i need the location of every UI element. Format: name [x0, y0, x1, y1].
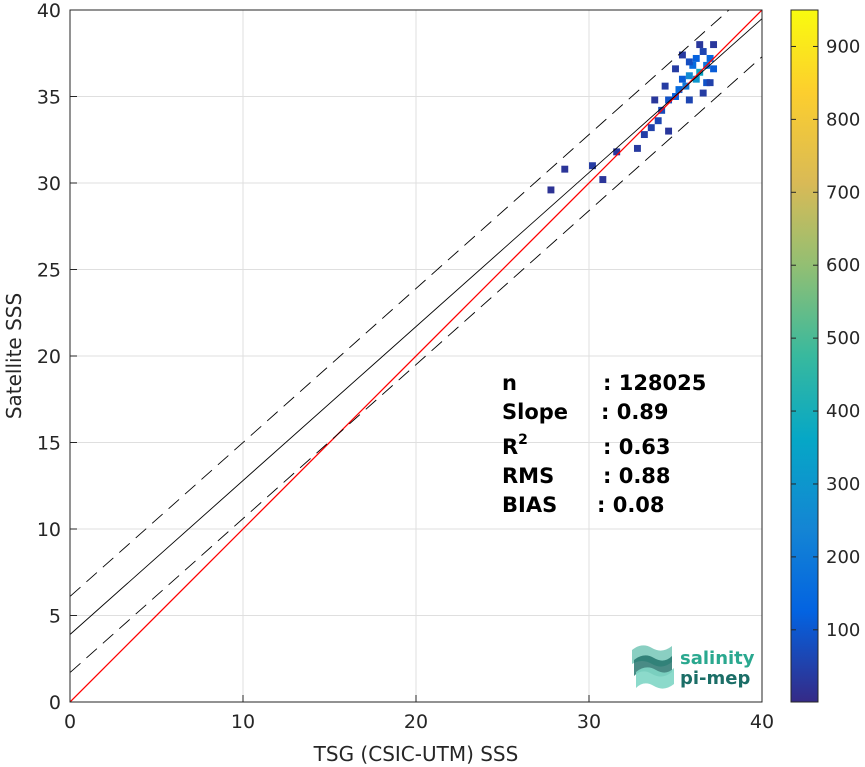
x-axis-ticks: 0 10 20 30 40 [64, 695, 774, 733]
line-identity [70, 10, 762, 702]
colorbar-tick-label: 700 [826, 182, 860, 203]
density-cell [665, 127, 673, 135]
x-axis-title: TSG (CSIC-UTM) SSS [313, 742, 519, 766]
colorbar-tick-label: 900 [826, 36, 860, 57]
y-tick-label: 25 [37, 260, 61, 282]
x-tick-label: 10 [231, 711, 255, 733]
density-cell [599, 176, 607, 183]
stat-r2-value: : 0.63 [603, 435, 671, 459]
logo-text-salinity: salinity [680, 648, 755, 669]
x-tick-label: 40 [750, 711, 774, 733]
y-tick-label: 40 [37, 0, 61, 22]
stat-rms-value: : 0.88 [603, 464, 671, 488]
logo-text-pimep: pi-mep [680, 668, 750, 689]
stat-bias-value: : 0.08 [597, 493, 665, 517]
x-tick-label: 20 [404, 711, 428, 733]
logo-wave-icon [632, 645, 674, 689]
salinity-pi-mep-logo: salinity pi-mep [632, 645, 755, 689]
density-cell [696, 41, 704, 49]
density-cell [706, 54, 714, 62]
colorbar-tick-label: 100 [826, 620, 860, 641]
density-cell [699, 48, 707, 55]
density-cell [710, 41, 718, 49]
density-cell [692, 54, 700, 62]
y-tick-label: 20 [37, 346, 61, 368]
density-cell [675, 86, 683, 94]
stat-n-value: : 128025 [603, 371, 706, 395]
y-tick-label: 10 [37, 519, 61, 541]
line-fit-std [70, 10, 730, 597]
y-tick-label: 30 [37, 173, 61, 195]
density-cell [678, 75, 686, 83]
density-cell [654, 117, 662, 125]
density-cell [561, 165, 569, 173]
colorbar-tick-label: 500 [826, 328, 860, 349]
stat-rms-label: RMS [502, 464, 554, 488]
density-cell [710, 65, 718, 73]
density-cells [547, 41, 718, 194]
line-fit-std [70, 56, 762, 673]
colorbar-ticks: 100 200 300 400 500 600 700 800 900 [791, 36, 860, 641]
y-tick-label: 35 [37, 87, 61, 109]
x-tick-label: 0 [64, 711, 76, 733]
density-cell [672, 65, 679, 73]
density-cell [547, 186, 555, 194]
colorbar-tick-label: 800 [826, 109, 860, 130]
y-tick-label: 0 [49, 692, 61, 714]
colorbar-tick-label: 300 [826, 474, 860, 495]
density-cell [640, 131, 648, 139]
y-axis-ticks: 0 5 10 15 20 25 30 35 40 [37, 0, 77, 714]
density-cell [685, 72, 693, 80]
y-tick-label: 5 [49, 606, 61, 628]
density-cell [689, 61, 697, 69]
density-cell [706, 79, 714, 87]
density-cell [589, 162, 596, 170]
y-tick-label: 15 [37, 433, 61, 455]
density-cell [633, 144, 641, 152]
colorbar-tick-label: 600 [826, 255, 860, 276]
stat-r2-name: R [502, 435, 518, 459]
stat-r2-superscript: 2 [518, 432, 528, 448]
x-tick-label: 30 [577, 711, 601, 733]
colorbar-tick-label: 400 [826, 401, 860, 422]
density-cell [692, 75, 700, 83]
colorbar-tick-label: 200 [826, 547, 860, 568]
stat-slope-label: Slope [502, 400, 568, 424]
y-axis-title: Satellite SSS [2, 293, 26, 419]
statistics-annotation: n : 128025 Slope : 0.89 R2 : 0.63 RMS : … [502, 371, 706, 517]
density-cell [665, 96, 673, 104]
regression-lines [70, 10, 762, 702]
density-cell [699, 89, 707, 97]
density-cell [661, 82, 669, 90]
stat-slope-value: : 0.89 [601, 400, 669, 424]
density-cell [685, 58, 693, 66]
colorbar [790, 9, 819, 703]
stat-n-label: n [502, 371, 517, 395]
density-cell [651, 96, 659, 104]
density-cell [678, 51, 686, 59]
stat-bias-label: BIAS [502, 493, 557, 517]
stat-r2-label: R2 [502, 432, 528, 459]
density-cell [685, 96, 693, 104]
line-fit [70, 18, 762, 635]
density-cell [613, 148, 621, 156]
density-cell [647, 124, 655, 132]
